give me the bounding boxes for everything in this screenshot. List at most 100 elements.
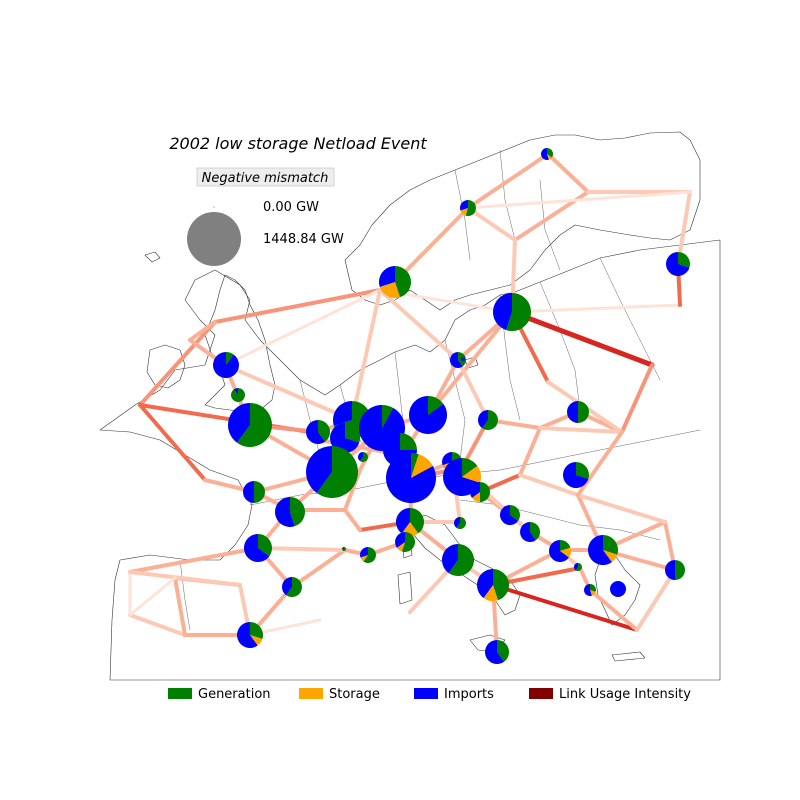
network-link: [128, 613, 187, 637]
node-pie-slice: [575, 563, 582, 571]
node-pie-slice: [318, 420, 331, 442]
node-pie: [236, 622, 263, 649]
node-pie: [442, 458, 481, 497]
network-link: [538, 426, 624, 434]
node-pie: [360, 547, 377, 563]
network-link: [343, 508, 362, 532]
node-pie-slice: [678, 252, 690, 268]
node-pie-slice: [675, 560, 685, 580]
network-link: [466, 152, 550, 210]
node-pie-slice: [584, 584, 592, 596]
node-pie: [396, 508, 425, 537]
network-link: [426, 310, 514, 417]
node-pie-slice: [547, 154, 552, 160]
node-pie: [378, 266, 412, 299]
node-pie-slice: [329, 423, 360, 453]
node-pie: [230, 388, 246, 403]
network-link: [635, 568, 677, 632]
node-pie-slice: [250, 622, 263, 640]
node-pie-slice: [396, 508, 410, 534]
legend-swatch-storage: [299, 688, 323, 699]
node-pie: [243, 534, 272, 562]
node-pie-slice: [477, 569, 493, 598]
node-pie: [567, 401, 589, 423]
node-pie-slice: [428, 396, 444, 415]
legend-label-storage: Storage: [329, 687, 380, 702]
node-pie-slice: [233, 388, 238, 395]
network-link: [128, 546, 260, 574]
node-pie-slice: [462, 458, 478, 477]
node-pie-slice: [493, 569, 510, 601]
node-pie-slice: [519, 522, 536, 542]
node-pie-slice: [500, 505, 519, 525]
node-pie: [460, 200, 476, 216]
node-pie-slice: [470, 482, 480, 498]
network-link: [223, 288, 382, 367]
node-pie-slice: [400, 433, 417, 450]
node-pie: [243, 481, 265, 503]
node-pie: [282, 577, 303, 597]
network-link: [138, 320, 217, 407]
node-pie-slice: [480, 482, 490, 502]
coastlines: [99, 131, 721, 681]
node-pie: [306, 420, 331, 445]
node-pie-slice: [411, 454, 433, 478]
node-pie-slice: [358, 452, 363, 462]
node-pie-slice: [410, 508, 425, 534]
node-pie-slice: [603, 535, 618, 555]
node-pie: [665, 560, 685, 580]
node-pie-slice: [506, 293, 532, 331]
network-link: [138, 403, 207, 482]
node-pie-slice: [610, 581, 626, 597]
node-pie: [453, 517, 466, 529]
node-pie-slice: [485, 640, 505, 664]
node-pie: [385, 453, 436, 503]
network-link: [576, 493, 667, 524]
node-pie: [461, 357, 466, 361]
node-pie: [228, 403, 273, 447]
node-pie-slice: [306, 446, 332, 494]
network-link: [128, 570, 242, 587]
node-pie-slice: [442, 452, 452, 466]
node-pie-slice: [497, 640, 510, 662]
network-link: [518, 426, 542, 477]
node-pie: [470, 482, 490, 502]
network-link: [128, 576, 177, 617]
node-pie-slice: [574, 563, 578, 571]
node-pie-slice: [471, 492, 480, 502]
node-pie: [666, 252, 690, 276]
node-pie: [574, 563, 582, 571]
node-pie-slice: [250, 635, 263, 646]
node-pie-slice: [460, 200, 468, 211]
network-link: [509, 309, 655, 368]
node-pie: [342, 547, 346, 552]
network-link: [456, 358, 490, 422]
network-link: [676, 190, 692, 266]
node-pie: [358, 452, 368, 462]
map-title: 2002 low storage Netload Event: [169, 134, 427, 153]
network-link: [518, 473, 580, 497]
node-pie-slice: [333, 401, 352, 426]
node-pie-slice: [385, 453, 436, 503]
node-pie-slice: [282, 577, 292, 596]
node-pie-slice: [360, 547, 368, 558]
node-pie-slice: [493, 293, 512, 331]
node-pie-slice: [395, 266, 412, 298]
node-pie-slice: [382, 405, 394, 428]
node-pie-slice: [547, 148, 554, 158]
node-pie-slice: [254, 481, 265, 503]
node-pie-slice: [453, 517, 460, 528]
node-pie-slice: [578, 401, 589, 423]
network-link: [576, 430, 624, 497]
node-pie-slice: [530, 522, 540, 541]
size-legend: Negative mismatch 0.00 GW 1448.84 GW: [187, 167, 344, 266]
network-link: [491, 583, 639, 632]
legend-swatch-link-usage: [529, 688, 553, 699]
node-pie-slice: [666, 252, 690, 276]
node-pie-slice: [567, 401, 578, 423]
node-pie-slice: [411, 453, 419, 478]
network-link: [188, 320, 217, 342]
node-pie-slice: [456, 517, 466, 529]
node-pie-slice: [588, 535, 612, 565]
node-pie-slice: [477, 410, 488, 429]
